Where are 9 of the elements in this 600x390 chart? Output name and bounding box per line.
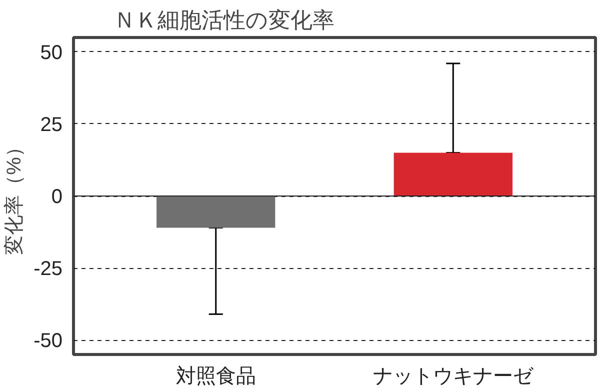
y-axis-title: 変化率（%） [2,137,26,255]
x-tick-label: 対照食品 [176,366,256,388]
y-tick-label: 25 [40,114,63,136]
y-tick-label: -25 [34,258,62,280]
y-tick-label: -50 [34,330,62,352]
y-tick-label: 0 [51,186,62,208]
chart-title: ＮＫ細胞活性の変化率 [114,8,334,32]
y-tick-label: 50 [40,42,63,64]
x-tick-label: ナットウキナーゼ [373,366,534,388]
